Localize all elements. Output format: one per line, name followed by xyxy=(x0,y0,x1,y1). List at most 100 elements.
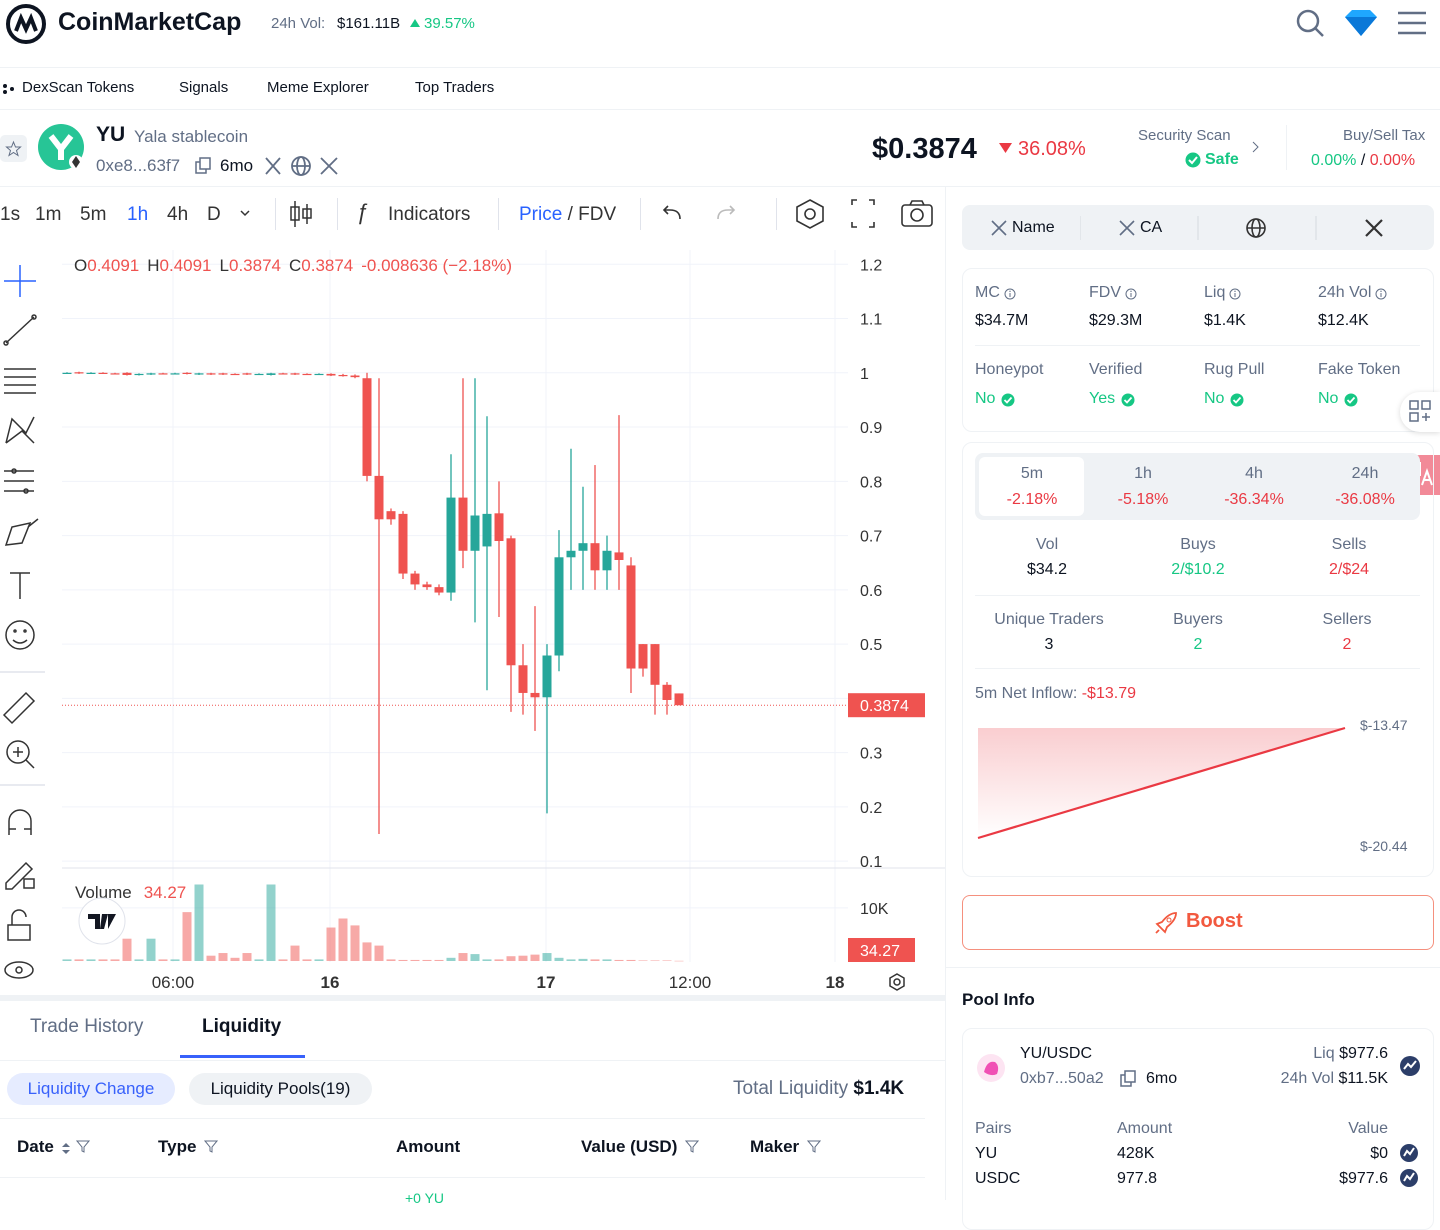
icon-shape xyxy=(796,199,933,229)
copy-icon[interactable] xyxy=(195,157,213,175)
float-button[interactable] xyxy=(1400,392,1440,432)
filter-pill[interactable]: Liquidity Pools(19) xyxy=(189,1073,372,1105)
nav-item[interactable]: Top Traders xyxy=(415,79,495,96)
column-header[interactable]: Date xyxy=(17,1137,54,1156)
sort-icon-svg xyxy=(62,1143,70,1154)
brand[interactable]: CoinMarketCap xyxy=(58,8,242,36)
period-label[interactable]: 1h xyxy=(1134,465,1152,482)
fdv-option[interactable]: FDV xyxy=(578,204,617,225)
volume-bar xyxy=(458,953,468,961)
icon-shape xyxy=(6,740,30,764)
tab[interactable]: Trade History xyxy=(30,1016,144,1037)
ohlc-key: C xyxy=(289,256,301,275)
boost-button[interactable] xyxy=(962,895,1434,950)
pool-pair[interactable]: YU/USDC xyxy=(1020,1045,1093,1062)
volume-bar xyxy=(122,938,132,961)
icon-shape xyxy=(909,200,925,206)
trader-label: Buyers xyxy=(1173,611,1223,628)
period-change[interactable]: -5.18% xyxy=(1117,491,1169,508)
pool-chain-icon-svg xyxy=(1400,1144,1418,1162)
token-address[interactable]: 0xe8...63f7 xyxy=(96,156,181,175)
check-icon xyxy=(1344,393,1358,412)
icon-shape xyxy=(62,1150,70,1154)
period-label[interactable]: 24h xyxy=(1351,465,1379,482)
interval[interactable]: 1m xyxy=(35,204,62,225)
indicators-button[interactable]: Indicators xyxy=(388,204,471,225)
security-label[interactable]: Security Scan xyxy=(1138,127,1231,144)
volume-bar xyxy=(158,959,168,961)
candle-body xyxy=(638,644,648,669)
column-header[interactable]: Value (USD) xyxy=(581,1137,678,1156)
ohlc-key: H xyxy=(147,256,159,275)
icon-shape xyxy=(302,208,312,219)
period-label[interactable]: 4h xyxy=(1245,465,1263,482)
candle-body xyxy=(182,372,192,374)
column-header[interactable]: Type xyxy=(158,1137,197,1156)
candle-body xyxy=(458,497,468,551)
icon-shape xyxy=(796,199,824,229)
copy-icon[interactable] xyxy=(1120,1070,1138,1088)
icon-shape xyxy=(203,1140,219,1153)
candle-body xyxy=(350,375,360,378)
chart-tools[interactable] xyxy=(794,198,939,230)
volume-bar xyxy=(230,957,240,961)
x-tick-label: 17 xyxy=(537,973,556,992)
search-icon[interactable] xyxy=(1295,8,1325,38)
menu-icon[interactable] xyxy=(1397,10,1427,36)
period-change[interactable]: -2.18% xyxy=(1006,491,1058,508)
watchlist-star[interactable] xyxy=(0,135,27,162)
drawing-tools[interactable] xyxy=(0,255,45,995)
nav-item[interactable]: Signals xyxy=(179,79,229,96)
icon-shape xyxy=(3,340,9,346)
x-link[interactable] xyxy=(1364,218,1384,238)
ohlc-legend: O0.4091 H0.4091 L0.3874 C0.3874 -0.008636 (−… xyxy=(74,256,512,275)
volume-bar xyxy=(326,927,336,961)
candle-type-icon[interactable] xyxy=(288,199,314,229)
price-fdv-toggle[interactable]: Price / FDV xyxy=(519,204,616,226)
website-link[interactable] xyxy=(1245,217,1267,239)
period-change[interactable]: -36.34% xyxy=(1224,491,1284,508)
pool-address[interactable]: 0xb7...50a2 xyxy=(1020,1070,1104,1087)
candle-body xyxy=(398,513,408,574)
interval[interactable]: 5m xyxy=(80,204,107,225)
link-icon-svg xyxy=(1119,220,1135,236)
interval[interactable]: 4h xyxy=(167,204,189,225)
interval[interactable]: 1h xyxy=(127,204,149,225)
inflow-value: -$13.79 xyxy=(1081,685,1136,702)
price-option[interactable]: Price xyxy=(519,204,563,225)
column-header[interactable]: Amount xyxy=(396,1137,461,1156)
icon-shape xyxy=(1229,288,1241,300)
vol-change: 39.57% xyxy=(424,15,475,32)
interval[interactable]: D xyxy=(207,204,221,225)
icon-shape xyxy=(31,314,37,320)
undo-redo[interactable] xyxy=(660,203,750,225)
trader-value: 3 xyxy=(1044,636,1054,653)
icon-shape xyxy=(1124,1070,1136,1083)
x-tick-label: 18 xyxy=(826,973,845,992)
icon-shape xyxy=(1409,400,1431,422)
candle-body xyxy=(530,692,540,698)
pool-column: Amount xyxy=(1117,1120,1173,1137)
icon-shape xyxy=(806,1140,822,1153)
nav-item[interactable]: Meme Explorer xyxy=(267,79,369,96)
boost-label[interactable]: Boost xyxy=(1186,910,1243,932)
link-label[interactable]: Name xyxy=(1012,219,1055,236)
filter-pill[interactable]: Liquidity Change xyxy=(7,1073,175,1105)
column-header[interactable]: Maker xyxy=(750,1137,800,1156)
tab[interactable]: Liquidity xyxy=(202,1016,282,1037)
icon-shape xyxy=(1398,11,1426,35)
section-gap xyxy=(0,995,945,1001)
interval-dropdown[interactable] xyxy=(238,206,252,220)
activity-value: 2/$24 xyxy=(1328,561,1370,578)
icon-shape xyxy=(1130,290,1132,292)
link-label[interactable]: CA xyxy=(1140,219,1163,236)
icon-shape xyxy=(6,4,46,44)
period-change[interactable]: -36.08% xyxy=(1335,491,1395,508)
interval[interactable]: 1s xyxy=(0,204,21,225)
volume-bar xyxy=(662,960,672,961)
vol-label: 24h Vol: xyxy=(271,15,326,32)
social-icons[interactable] xyxy=(264,155,344,177)
nav-item[interactable]: DexScan Tokens xyxy=(22,79,135,96)
diamond-icon[interactable] xyxy=(1343,8,1379,38)
period-label[interactable]: 5m xyxy=(1020,465,1044,482)
